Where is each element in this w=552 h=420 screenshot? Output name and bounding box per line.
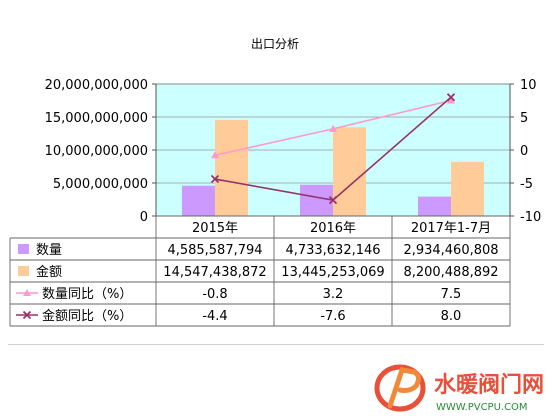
y-left-tick-label: 20,000,000,000 xyxy=(45,78,148,93)
table-value: -0.8 xyxy=(202,287,227,302)
table-value: 2,934,460,808 xyxy=(403,243,498,258)
watermark-url: WWW.PVCPU.COM xyxy=(436,402,528,413)
category-label: 2015年 xyxy=(192,221,238,236)
y-left-tick-label: 5,000,000,000 xyxy=(53,177,148,192)
logo-p-mark xyxy=(387,367,422,409)
series-name: 数量同比（%） xyxy=(42,287,132,302)
y-right-tick-label: -5 xyxy=(520,177,533,192)
quantity-yoy-point xyxy=(211,151,219,159)
legend-marker xyxy=(22,310,32,320)
export-analysis-chart: 出口分析 0 5,000,000,000 10,000,000,000 15,000,… xyxy=(9,37,541,327)
y-right-tick-label: 5 xyxy=(520,111,528,126)
y-right-tick-label: -10 xyxy=(520,210,541,225)
table-value: 4,585,587,794 xyxy=(167,243,262,258)
watermark-brand: 水暖阀门网 xyxy=(434,372,544,398)
table-value: 14,547,438,872 xyxy=(163,265,266,280)
y-left-tick-label: 0 xyxy=(140,210,148,225)
table-value: 8,200,488,892 xyxy=(403,265,498,280)
bar-quantity xyxy=(182,185,215,216)
divider xyxy=(8,344,544,345)
table-value: 8.0 xyxy=(441,309,462,324)
y-right-tick-label: 0 xyxy=(520,144,528,159)
amount-yoy-point xyxy=(210,174,220,184)
y-right-tick-label: 10 xyxy=(520,78,537,93)
category-label: 2017年1-7月 xyxy=(411,221,491,236)
bar-amount xyxy=(451,161,484,216)
y-left-tick-label: 15,000,000,000 xyxy=(45,111,148,126)
bar-amount xyxy=(215,119,248,216)
bar-quantity xyxy=(418,196,451,216)
table-value: -7.6 xyxy=(320,309,345,324)
series-name: 数量 xyxy=(36,243,62,258)
chart-title: 出口分析 xyxy=(251,37,299,51)
table-value: 7.5 xyxy=(441,287,462,302)
table-value: 4,733,632,146 xyxy=(285,243,380,258)
watermark-logo: 水暖阀门网 WWW.PVCPU.COM xyxy=(374,364,544,413)
table-value: 13,445,253,069 xyxy=(281,265,384,280)
logo-swoosh xyxy=(374,364,426,412)
bar-amount xyxy=(333,127,366,216)
amount-yoy-point xyxy=(328,196,338,205)
bar-quantity xyxy=(300,184,333,216)
series-name: 金额同比（%） xyxy=(42,308,132,324)
category-label: 2016年 xyxy=(310,221,356,236)
legend-marker xyxy=(23,289,31,296)
legend-swatch xyxy=(18,266,29,276)
amount-yoy-point xyxy=(446,93,456,102)
quantity-yoy-point xyxy=(329,124,337,132)
y-left-tick-label: 10,000,000,000 xyxy=(45,144,148,159)
table-value: -4.4 xyxy=(202,309,227,324)
quantity-yoy-point xyxy=(447,96,455,104)
table-value: 3.2 xyxy=(323,287,344,302)
legend-swatch xyxy=(18,244,29,254)
series-name: 金额 xyxy=(36,264,62,280)
